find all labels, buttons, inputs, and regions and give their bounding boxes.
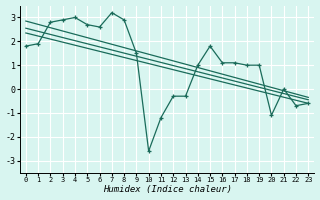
X-axis label: Humidex (Indice chaleur): Humidex (Indice chaleur) (103, 185, 232, 194)
